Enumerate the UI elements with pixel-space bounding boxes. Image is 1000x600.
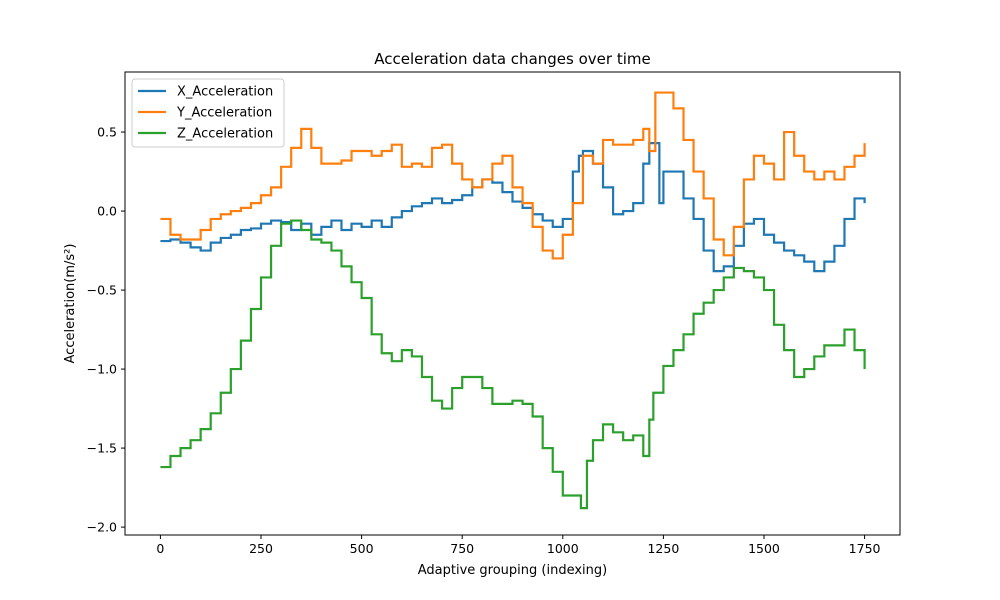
series-line-x_acceleration <box>160 142 866 273</box>
x-tick-label: 1250 <box>647 541 679 556</box>
y-tick-label: 0.0 <box>97 204 117 219</box>
legend-label-x_acceleration: X_Acceleration <box>177 85 273 100</box>
legend-box <box>131 78 285 148</box>
plot-area: 0 250 500 750 1000 1250 1500 1750 −2.0−1.5−1.0−… <box>87 71 901 556</box>
x-tick-label: 750 <box>450 541 474 556</box>
series-layer <box>160 91 866 510</box>
axes-frame <box>124 71 901 536</box>
series-line-z_acceleration <box>160 219 866 510</box>
y-tick-label: 0.5 <box>97 125 117 140</box>
x-tick-label: 250 <box>249 541 273 556</box>
x-axis-label: Adaptive grouping (indexing) <box>418 563 607 578</box>
x-tick-label: 0 <box>156 541 164 556</box>
y-tick-label: −2.0 <box>87 520 117 535</box>
x-tick-label: 1000 <box>547 541 579 556</box>
x-tick-label: 500 <box>350 541 374 556</box>
legend: X_Acceleration Y_Acceleration Z_Accelerati… <box>131 78 285 148</box>
y-tick-label: −1.0 <box>87 362 117 377</box>
chart-title: Acceleration data changes over time <box>374 50 650 68</box>
legend-label-z_acceleration: Z_Acceleration <box>177 127 273 142</box>
legend-label-y_acceleration: Y_Acceleration <box>176 106 272 121</box>
x-axis-ticks: 0 250 500 750 1000 1250 1500 1750 <box>156 535 881 556</box>
y-axis-label: Acceleration(m/s²) <box>63 244 78 364</box>
x-tick-label: 1500 <box>748 541 780 556</box>
y-tick-label: −0.5 <box>87 283 117 298</box>
y-tick-label: −1.5 <box>87 441 117 456</box>
y-axis-ticks: −2.0 −1.5 −1.0 −0.5 0.0 0.5 <box>87 125 125 535</box>
series-line-y_acceleration <box>160 91 866 260</box>
x-tick-label: 1750 <box>849 541 881 556</box>
